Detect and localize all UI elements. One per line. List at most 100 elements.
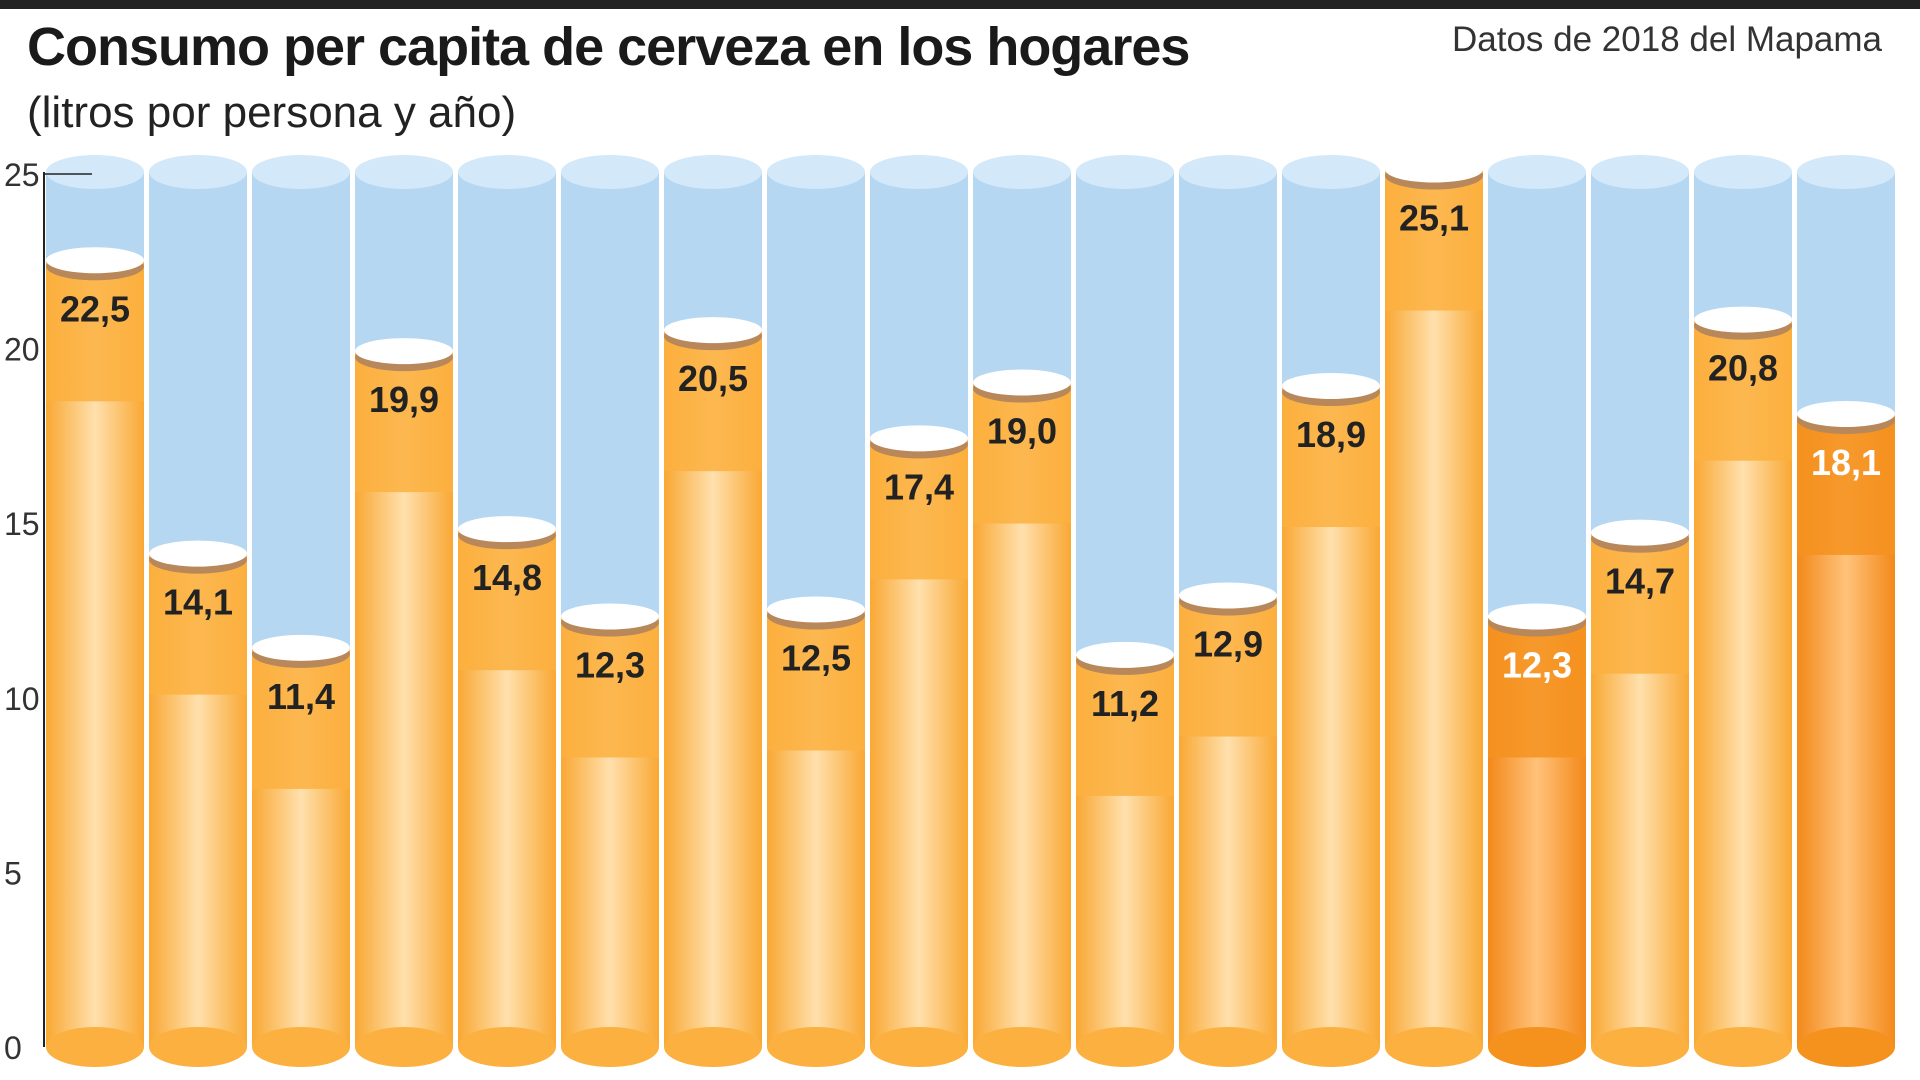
tube-top: [1694, 155, 1792, 189]
bar-bottom: [767, 1027, 865, 1067]
bar-bottom: [1076, 1027, 1174, 1067]
bar-top-shade: [355, 352, 453, 493]
value-label: 12,3: [1502, 644, 1572, 685]
bar-bottom: [973, 1027, 1071, 1067]
tube-top: [458, 155, 556, 189]
value-label: 18,1: [1811, 442, 1881, 483]
bar-top-shade: [458, 530, 556, 671]
bar-bottom: [46, 1027, 144, 1067]
foam: [252, 634, 350, 661]
bar-bottom: [1179, 1027, 1277, 1067]
value-label: 17,4: [884, 466, 954, 507]
tube-top: [767, 155, 865, 189]
bar-top-shade: [1797, 414, 1895, 555]
foam: [458, 516, 556, 543]
top-rule: [0, 0, 1920, 9]
value-label: 19,9: [369, 379, 439, 420]
bar-group: 19,9: [355, 155, 453, 1067]
bar-group: 18,9: [1282, 155, 1380, 1067]
bar-bottom: [1591, 1027, 1689, 1067]
tube-top: [870, 155, 968, 189]
bar: [1385, 170, 1483, 1047]
bar-group: 14,7: [1591, 155, 1689, 1067]
bar-group: 20,5: [664, 155, 762, 1067]
bar-group: 12,5: [767, 155, 865, 1067]
bar-top-shade: [1282, 387, 1380, 528]
bar-bottom: [458, 1027, 556, 1067]
bar-bottom: [1488, 1027, 1586, 1067]
y-tick-label: 15: [4, 506, 40, 542]
foam: [1385, 156, 1483, 183]
bar-top-shade: [973, 383, 1071, 524]
bar-group: 25,1: [1385, 154, 1483, 1067]
bar-bottom: [355, 1027, 453, 1067]
value-label: 20,5: [678, 358, 748, 399]
tube-top: [252, 155, 350, 189]
bar-top-shade: [1385, 170, 1483, 311]
tube-top: [1179, 155, 1277, 189]
bar-bottom: [252, 1027, 350, 1067]
foam: [46, 247, 144, 274]
tube-top: [1488, 155, 1586, 189]
bar-group: 22,5: [46, 155, 144, 1067]
foam: [1179, 582, 1277, 609]
y-tick-label: 10: [4, 681, 40, 717]
bar-bottom: [1385, 1027, 1483, 1067]
value-label: 14,7: [1605, 561, 1675, 602]
value-label: 19,0: [987, 411, 1057, 452]
foam: [1076, 641, 1174, 668]
bar-top-shade: [561, 617, 659, 758]
bar-bottom: [870, 1027, 968, 1067]
foam: [973, 369, 1071, 396]
foam: [1797, 400, 1895, 427]
value-label: 12,3: [575, 644, 645, 685]
foam: [664, 317, 762, 344]
bar-top-shade: [1591, 533, 1689, 674]
bar-group: 17,4: [870, 155, 968, 1067]
bar-group: 11,4: [252, 155, 350, 1067]
y-tick-label: 0: [4, 1030, 22, 1066]
tube-top: [1797, 155, 1895, 189]
foam: [767, 596, 865, 623]
bar-top-shade: [1076, 655, 1174, 796]
bar-group: 12,3: [561, 155, 659, 1067]
value-label: 25,1: [1399, 198, 1469, 239]
value-label: 14,8: [472, 557, 542, 598]
tube-top: [1282, 155, 1380, 189]
tube-top: [1591, 155, 1689, 189]
foam: [561, 603, 659, 630]
bar-group: 20,8: [1694, 155, 1792, 1067]
bar-bottom: [664, 1027, 762, 1067]
foam: [870, 425, 968, 452]
tube-top: [149, 155, 247, 189]
bar-top-shade: [767, 610, 865, 751]
bar-group: 19,0: [973, 155, 1071, 1067]
tube-top: [973, 155, 1071, 189]
bar-group: 12,3: [1488, 155, 1586, 1067]
bar-bottom: [561, 1027, 659, 1067]
tube-top: [355, 155, 453, 189]
bar-group: 12,9: [1179, 155, 1277, 1067]
value-label: 12,9: [1193, 624, 1263, 665]
foam: [355, 338, 453, 365]
tube-top: [561, 155, 659, 189]
value-label: 18,9: [1296, 414, 1366, 455]
y-tick-label: 25: [4, 157, 40, 193]
bar-group: 14,1: [149, 155, 247, 1067]
chart-title: Consumo per capita de cerveza en los hog…: [27, 17, 1190, 77]
y-tick-label: 20: [4, 332, 40, 368]
bar-top-shade: [664, 331, 762, 472]
foam: [1488, 603, 1586, 630]
tube-top: [46, 155, 144, 189]
foam: [1282, 373, 1380, 400]
bar-top-shade: [870, 439, 968, 580]
value-label: 11,2: [1091, 683, 1159, 724]
bar-top-shade: [46, 261, 144, 402]
tube-top: [664, 155, 762, 189]
bar-bottom: [149, 1027, 247, 1067]
bar-bottom: [1282, 1027, 1380, 1067]
y-tick-label: 5: [4, 855, 22, 891]
foam: [149, 540, 247, 567]
bar-top-shade: [252, 648, 350, 789]
